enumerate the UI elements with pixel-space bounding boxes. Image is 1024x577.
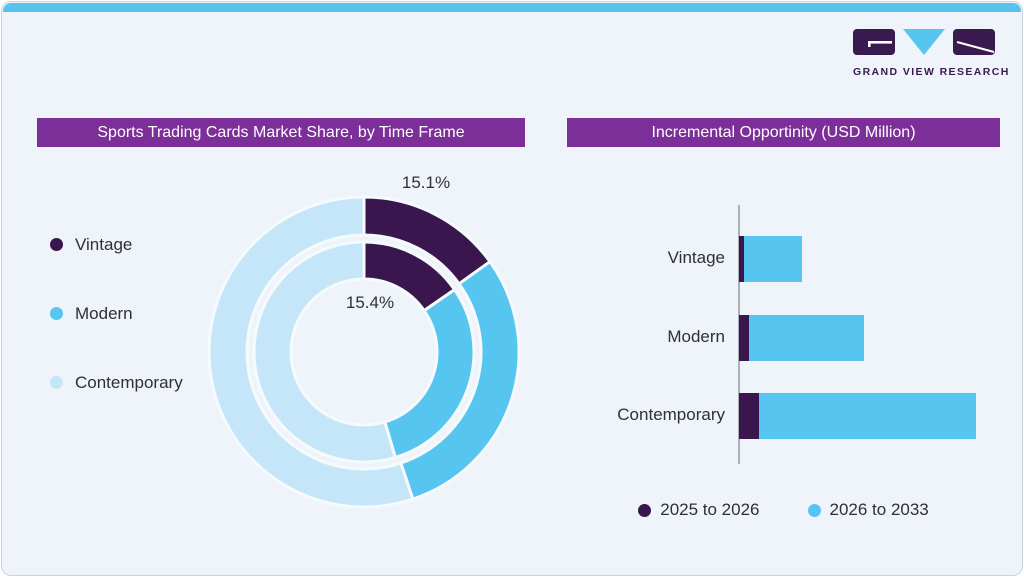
bar-contemporary-2025-to-2026 (739, 393, 759, 439)
brand-name: GRAND VIEW RESEARCH (853, 66, 1010, 78)
legend-label: 2025 to 2026 (660, 500, 760, 519)
brand-logo: GRAND VIEW RESEARCH (853, 28, 1010, 78)
left-chart-title: Sports Trading Cards Market Share, by Ti… (37, 118, 525, 147)
bar-legend: 2025 to 2026 2026 to 2033 (567, 500, 1000, 520)
inner-ring-vintage-label: 15.4% (345, 293, 395, 312)
right-chart-title: Incremental Opportinity (USD Million) (567, 118, 1000, 147)
legend-item-modern: Modern (50, 300, 183, 327)
legend-label: Contemporary (75, 372, 183, 392)
bar-category-vintage: Vintage (667, 248, 725, 267)
bar-vintage-2026-to-2033 (744, 236, 802, 282)
legend-label: Vintage (75, 234, 133, 254)
bar-contemporary-2026-to-2033 (759, 393, 976, 439)
modern-dot-icon (50, 307, 63, 320)
donut-inner_ring-contemporary-slice (252, 240, 397, 464)
legend-label: 2026 to 2033 (829, 500, 929, 519)
bar-category-contemporary: Contemporary (617, 405, 725, 424)
bar-category-modern: Modern (667, 327, 725, 346)
donut-chart (207, 195, 521, 509)
period-2-dot-icon (807, 503, 821, 517)
legend-label: Modern (75, 303, 133, 323)
donut-outer_ring-contemporary-slice (207, 195, 415, 509)
bar-modern-2025-to-2026 (739, 315, 749, 361)
bar-vintage-2025-to-2026 (739, 236, 744, 282)
legend-item-2026-2033: 2026 to 2033 (807, 500, 929, 520)
legend-item-2025-2026: 2025 to 2026 (638, 500, 760, 520)
contemporary-dot-icon (50, 376, 63, 389)
period-1-dot-icon (638, 503, 652, 517)
gvr-logo-icon (853, 29, 995, 55)
top-accent-strip (3, 3, 1021, 12)
outer-ring-vintage-label: 15.1% (401, 173, 451, 192)
legend-item-vintage: Vintage (50, 231, 183, 258)
donut-legend: Vintage Modern Contemporary (50, 231, 183, 438)
bar-modern-2026-to-2033 (749, 315, 864, 361)
legend-item-contemporary: Contemporary (50, 369, 183, 396)
vintage-dot-icon (50, 238, 63, 251)
